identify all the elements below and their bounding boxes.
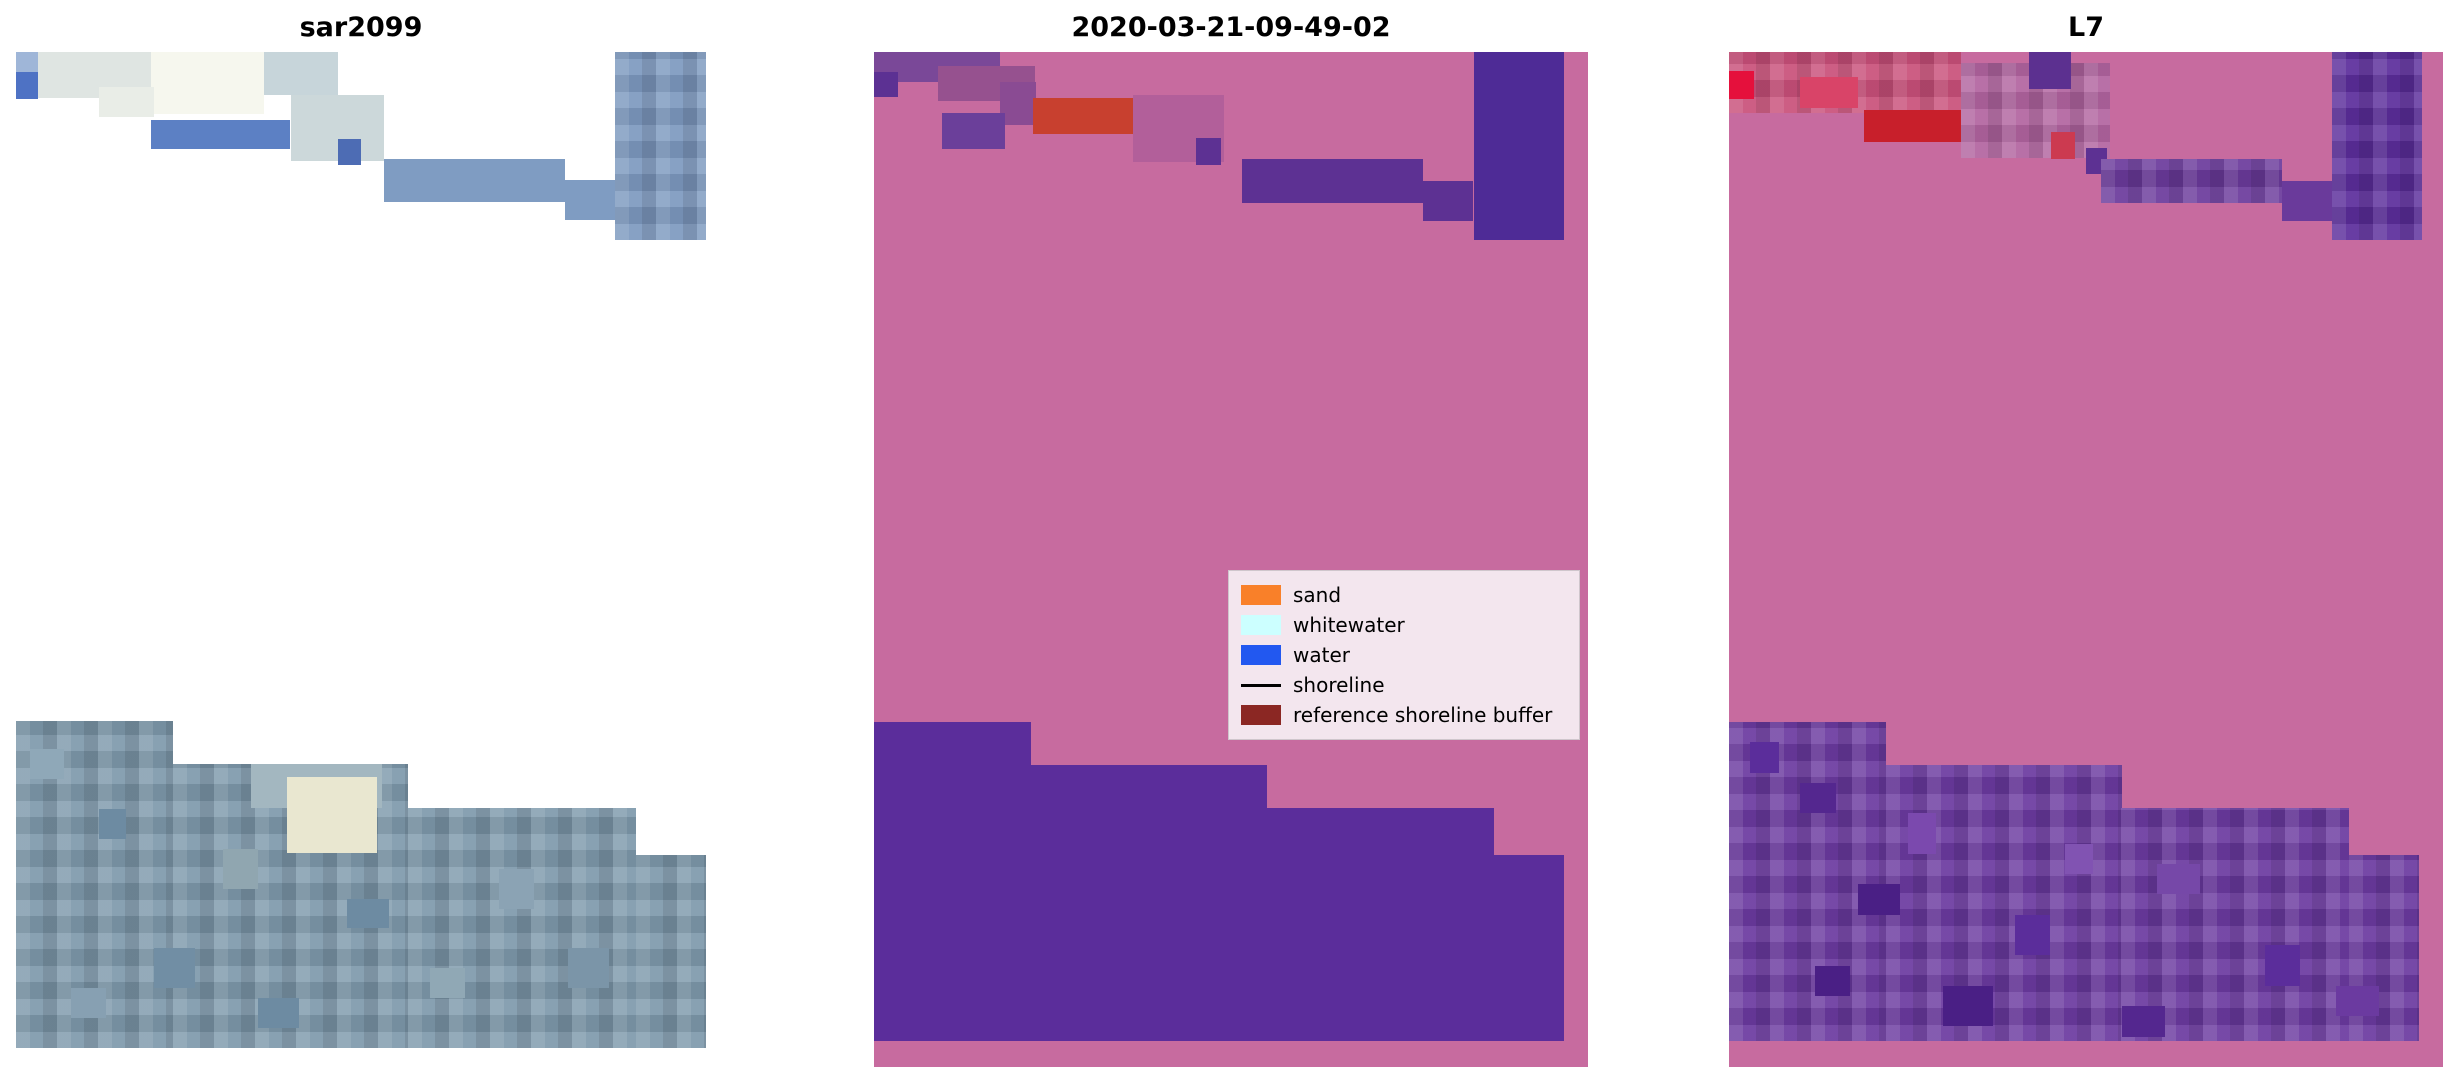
image-region	[1493, 854, 1565, 1041]
image-region	[2100, 158, 2282, 204]
legend-label: sand	[1293, 583, 1342, 607]
classification-image	[874, 52, 1588, 1067]
image-region	[1863, 109, 1965, 143]
image-region	[2120, 808, 2349, 1041]
image-region	[1857, 884, 1901, 915]
image-region	[2121, 1006, 2165, 1037]
image-region	[430, 968, 465, 999]
image-region	[2157, 864, 2201, 895]
image-region	[407, 807, 636, 1048]
image-region	[1729, 721, 1887, 1041]
image-region	[150, 119, 290, 149]
legend-line-swatch	[1241, 683, 1281, 687]
image-region	[874, 721, 1032, 1041]
image-region	[2331, 52, 2423, 240]
image-region	[150, 52, 264, 114]
image-region	[384, 158, 565, 203]
image-region	[1473, 52, 1565, 240]
legend-color-swatch	[1241, 615, 1281, 635]
image-region	[1750, 742, 1779, 773]
image-region	[1729, 71, 1754, 99]
legend-item: whitewater	[1241, 610, 1567, 640]
image-region	[2335, 985, 2379, 1017]
image-region	[941, 112, 1005, 150]
legend-item: water	[1241, 640, 1567, 670]
image-region	[263, 52, 338, 95]
image-region	[499, 868, 534, 909]
image-region	[1907, 813, 1937, 854]
legend-color-swatch	[1241, 705, 1281, 725]
legend-color-swatch	[1241, 585, 1281, 605]
legend-label: reference shoreline buffer	[1293, 703, 1553, 727]
panel-title-sar2099: sar2099	[299, 12, 423, 43]
image-region	[223, 848, 258, 889]
image-region	[257, 998, 299, 1029]
panel-classification: 2020-03-21-09-49-02	[874, 8, 1588, 1067]
image-region	[1800, 77, 1858, 108]
image-region	[1423, 180, 1474, 222]
image-region	[1814, 965, 1851, 996]
image-region	[1031, 764, 1267, 1041]
panel-l7: L7	[1729, 8, 2443, 1067]
legend-label: whitewater	[1293, 613, 1405, 637]
legend-color-swatch	[1241, 645, 1281, 665]
panel-title-l7: L7	[2068, 12, 2104, 43]
image-region	[98, 86, 154, 117]
image-region	[16, 71, 39, 99]
image-region	[2281, 180, 2332, 222]
image-region	[1886, 764, 2122, 1041]
image-region	[1242, 158, 1424, 204]
image-region	[98, 808, 127, 839]
legend-item: sand	[1241, 580, 1567, 610]
image-region	[1943, 985, 1994, 1027]
legend-label: water	[1293, 643, 1350, 667]
image-region	[2064, 843, 2094, 875]
image-region	[337, 138, 361, 165]
image-region	[29, 749, 65, 780]
image-region	[999, 82, 1037, 126]
legend-item: shoreline	[1241, 670, 1567, 700]
panel-sar2099: sar2099	[16, 8, 706, 1048]
sar2099-image	[16, 52, 706, 1048]
image-region	[635, 854, 706, 1048]
image-region	[1265, 808, 1494, 1041]
image-region	[287, 777, 377, 853]
image-region	[874, 72, 898, 97]
image-region	[71, 988, 106, 1019]
image-region	[1196, 138, 1221, 165]
image-region	[1800, 782, 1837, 814]
image-region	[154, 948, 196, 989]
legend-label: shoreline	[1293, 673, 1385, 697]
image-region	[290, 94, 385, 161]
image-region	[2028, 52, 2071, 89]
panel-title-classification: 2020-03-21-09-49-02	[1071, 12, 1391, 43]
image-region	[564, 180, 615, 221]
image-region	[2264, 945, 2301, 986]
legend-item: reference shoreline buffer	[1241, 700, 1567, 730]
image-region	[347, 898, 389, 929]
image-region	[2014, 914, 2051, 956]
image-region	[2051, 132, 2075, 159]
legend: sand whitewater water shoreline reference sh…	[1228, 570, 1580, 740]
l7-image	[1729, 52, 2443, 1067]
image-region	[1032, 97, 1134, 135]
image-region	[568, 948, 610, 989]
image-region	[614, 52, 706, 241]
